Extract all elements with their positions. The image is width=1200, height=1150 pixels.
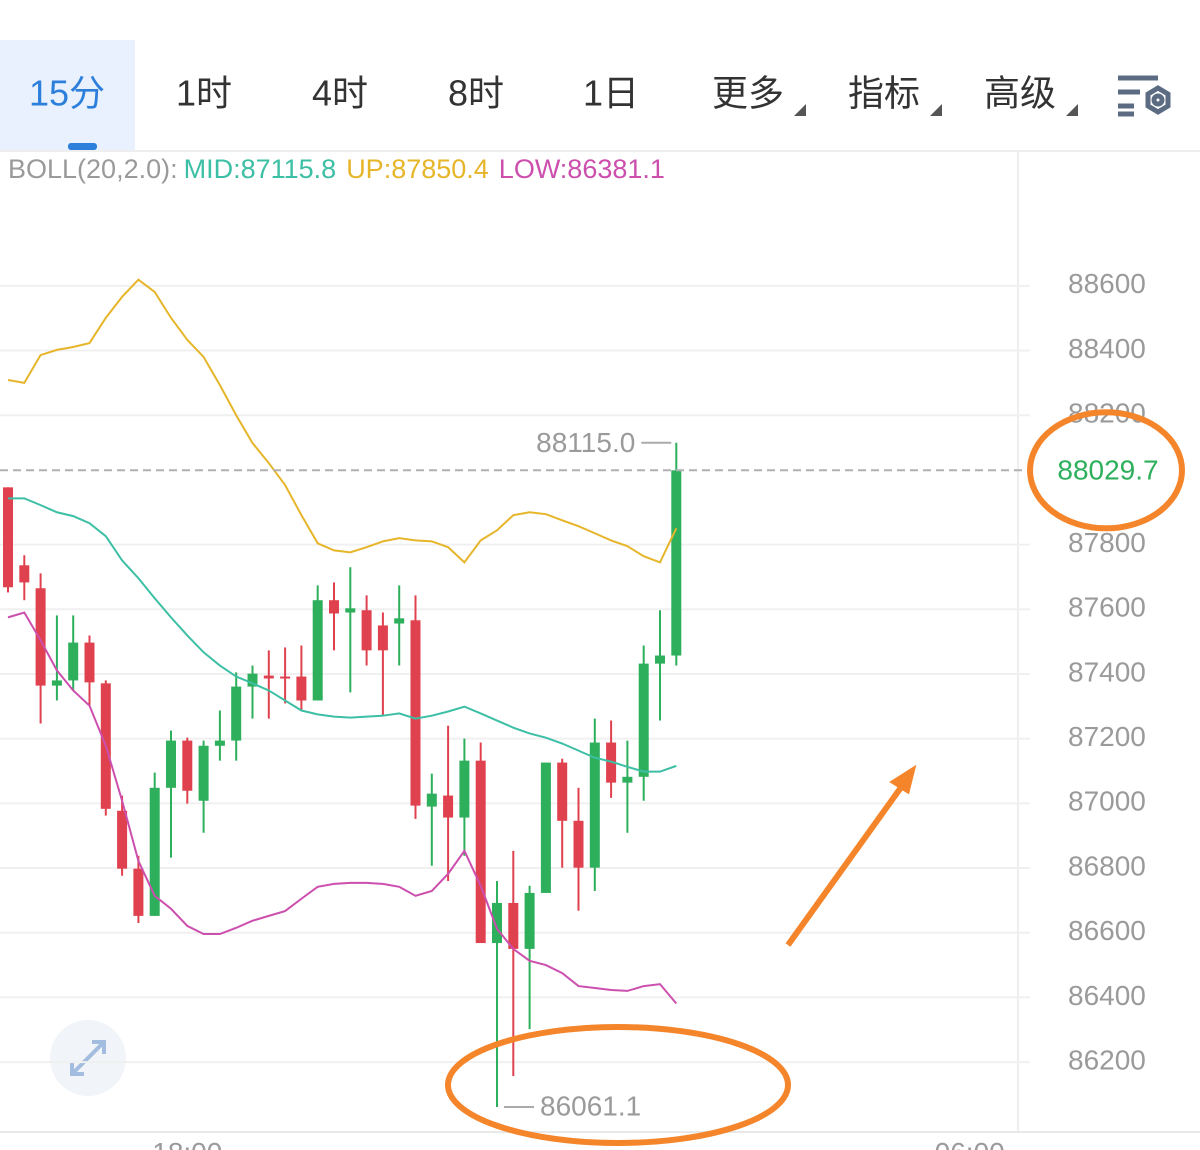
candle-body — [622, 776, 633, 783]
candle-body — [84, 642, 95, 683]
candle-body — [426, 793, 437, 807]
tab[interactable]: 指标 — [848, 73, 920, 114]
candle-body — [280, 676, 291, 679]
plot-area — [0, 278, 1030, 1108]
candle-body — [19, 565, 30, 583]
candle-body — [671, 470, 682, 656]
legend-entry: LOW:86381.1 — [499, 154, 665, 184]
dropdown-indicator — [930, 104, 942, 116]
y-tick-label: 87800 — [1068, 527, 1146, 558]
dropdown-indicator — [1066, 104, 1078, 116]
candle-body — [557, 762, 568, 821]
tab[interactable]: 高级 — [984, 73, 1056, 114]
candle-body — [524, 892, 535, 949]
candle-body — [198, 745, 209, 801]
candle-body — [589, 742, 600, 868]
y-tick-label: 88600 — [1068, 268, 1146, 299]
y-tick-label: 87200 — [1068, 721, 1146, 752]
candle-body — [214, 740, 225, 746]
candle-body — [540, 762, 551, 893]
price-highlight — [1027, 409, 1185, 532]
tab[interactable]: 15分 — [29, 73, 105, 114]
band-line — [7, 278, 678, 564]
candle-body — [51, 680, 62, 686]
y-tick-label: 87400 — [1068, 656, 1146, 687]
candle-body — [329, 600, 339, 614]
indicator-legend: BOLL(20,2.0): MID:87115.8 UP:87850.4 LOW:86… — [8, 154, 665, 184]
candle-body — [573, 820, 584, 868]
y-tick-label: 88400 — [1068, 333, 1146, 364]
candle-body — [377, 625, 388, 651]
candle-body — [68, 642, 79, 681]
legend-entry: MID:87115.8 — [184, 154, 337, 184]
candle-body — [508, 902, 519, 949]
candle-body — [638, 663, 649, 777]
candle-body — [345, 608, 356, 613]
y-tick-label: 86400 — [1068, 980, 1146, 1011]
y-tick-label: 87000 — [1068, 786, 1146, 817]
y-tick-label: 86800 — [1068, 850, 1146, 881]
tab-underline — [68, 143, 97, 150]
candle-body — [655, 655, 665, 664]
tab[interactable]: 4时 — [312, 73, 368, 114]
candle-body — [475, 760, 486, 944]
low-label: 86061.1 — [540, 1090, 641, 1121]
band-line — [8, 497, 677, 773]
y-tick-label: 87600 — [1068, 592, 1146, 623]
tab[interactable]: 1日 — [583, 73, 639, 114]
candle-body — [459, 760, 470, 818]
candle-body — [296, 676, 307, 701]
candle-body — [394, 618, 405, 624]
candle-body — [231, 686, 242, 741]
price-box — [1030, 440, 1200, 501]
current-price-label: 88029.7 — [1057, 455, 1158, 486]
candle-body — [312, 600, 323, 701]
candle-body — [133, 868, 144, 916]
tab[interactable]: 1时 — [176, 73, 232, 114]
candle-body — [492, 902, 502, 944]
x-tick-label: 06:00 — [935, 1137, 1005, 1150]
candle-body — [410, 620, 421, 806]
candle-body — [3, 487, 13, 588]
tab-selected-bg — [0, 40, 135, 150]
tab[interactable]: 8时 — [448, 73, 504, 114]
settings-icon[interactable] — [1118, 75, 1171, 117]
candle-body — [361, 610, 372, 651]
candle-body — [247, 673, 258, 687]
indicator-name: BOLL(20,2.0): — [8, 154, 178, 184]
candle-body — [263, 675, 274, 679]
candle-body — [35, 588, 46, 686]
highlight-annotations — [445, 764, 917, 1146]
candle-body — [182, 740, 193, 791]
candle-body — [443, 795, 454, 818]
x-tick-label: 18:00 — [152, 1137, 222, 1150]
y-tick-label: 86200 — [1068, 1044, 1146, 1075]
y-tick-label: 86600 — [1068, 915, 1146, 946]
band-line — [7, 611, 678, 1005]
high-label: 88115.0 — [536, 427, 635, 458]
candle-body — [149, 787, 160, 916]
tab[interactable]: 更多 — [712, 73, 784, 114]
dropdown-indicator — [794, 104, 806, 116]
candle-body — [166, 740, 176, 788]
expand-button[interactable] — [50, 1020, 126, 1096]
candle-body — [117, 810, 128, 869]
legend-entry: UP:87850.4 — [346, 154, 489, 184]
